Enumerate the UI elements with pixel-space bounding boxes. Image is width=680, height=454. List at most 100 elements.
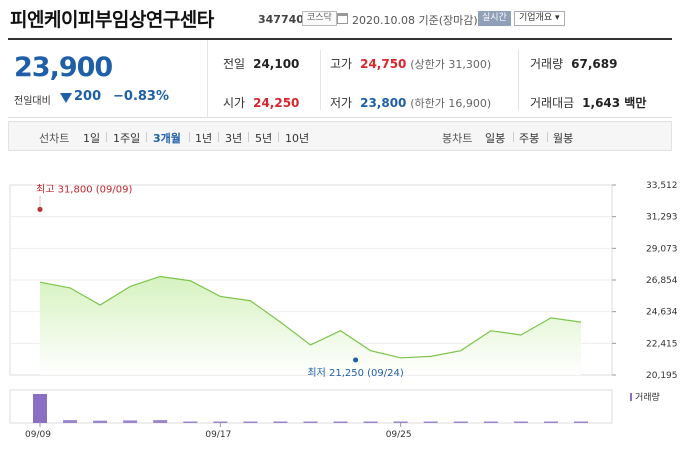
volume-bar xyxy=(423,421,438,423)
high-cell: 고가 24,750 (상한가 31,300) xyxy=(330,55,491,72)
chart-annotations: 최고 31,800 (09/09) 최저 21,250 (09/24) xyxy=(36,183,404,379)
prev-close-cell: 전일 24,100 xyxy=(223,55,299,72)
prev-close-value: 24,100 xyxy=(253,57,300,71)
lower-limit: (하한가 16,900) xyxy=(410,97,492,110)
volume-bar xyxy=(543,421,558,423)
company-info-button[interactable]: 기업개요 ▾ xyxy=(514,11,565,26)
upper-limit: (상한가 31,300) xyxy=(410,58,492,71)
divider xyxy=(218,132,219,142)
quote-panel: 23,900 전일대비 200 −0.83% 전일 24,100 고가 24,750… xyxy=(8,38,672,118)
stock-header: 피엔케이피부임상연구센타 347740 코스닥 2020.10.08 기준(장마… xyxy=(0,0,680,34)
line-chart-label: 선차트 xyxy=(39,132,70,145)
price-change-pct: −0.83% xyxy=(113,89,169,104)
tab-period-5y[interactable]: 5년 xyxy=(255,132,273,145)
price-line xyxy=(39,275,582,359)
volume-bars: 거래량 xyxy=(33,391,660,423)
tab-period-3y[interactable]: 3년 xyxy=(225,132,243,145)
down-triangle-icon xyxy=(60,93,72,103)
chart-grid xyxy=(9,184,613,424)
volume-legend-swatch xyxy=(630,393,632,401)
volume-plot-frame xyxy=(9,389,613,424)
price-chart: 33,512 31,293 29,073 26,854 24,634 22,415 20,1… xyxy=(9,181,678,440)
volume-bar xyxy=(243,421,258,423)
high-label: 고가 xyxy=(330,57,353,71)
low-marker xyxy=(353,357,359,363)
volume-cell: 거래량 67,689 xyxy=(530,55,617,72)
volume-bar xyxy=(123,420,138,423)
divider xyxy=(189,132,190,142)
divider xyxy=(547,132,548,142)
x-axis: 09/09 09/17 09/25 xyxy=(25,423,412,440)
open-label: 시가 xyxy=(223,96,246,110)
divider xyxy=(106,132,107,142)
volume-bar xyxy=(273,421,288,423)
divider xyxy=(146,132,147,142)
tab-period-1y[interactable]: 1년 xyxy=(195,132,213,145)
price-summary: 23,900 전일대비 200 −0.83% xyxy=(8,40,208,118)
divider xyxy=(248,132,249,142)
volume-bar xyxy=(33,394,47,423)
y-tick-label: 20,195 xyxy=(646,371,678,381)
low-value: 23,800 xyxy=(360,96,407,110)
x-tick-label: 09/17 xyxy=(205,430,231,440)
volume-bar xyxy=(183,421,198,423)
volume-bar xyxy=(213,421,228,423)
amount-cell: 거래대금 1,643 백만 xyxy=(530,94,646,111)
volume-legend-label: 거래량 xyxy=(635,391,660,403)
divider xyxy=(320,50,321,110)
current-price: 23,900 xyxy=(14,52,113,83)
volume-bar xyxy=(153,420,168,423)
volume-bar xyxy=(333,421,348,423)
divider xyxy=(278,132,279,142)
volume-bar xyxy=(93,420,108,423)
open-cell: 시가 24,250 xyxy=(223,94,299,111)
y-tick-label: 24,634 xyxy=(646,308,678,318)
volume-label: 거래량 xyxy=(530,57,564,71)
volume-bar xyxy=(483,421,498,423)
divider xyxy=(513,132,514,142)
volume-bar xyxy=(453,421,468,423)
realtime-button[interactable]: 실시간 xyxy=(478,11,511,26)
market-badge: 코스닥 xyxy=(302,11,337,26)
volume-value: 67,689 xyxy=(571,57,618,71)
tab-candle-weekly[interactable]: 주봉 xyxy=(519,132,540,145)
price-area xyxy=(40,276,581,375)
candle-chart-label: 봉차트 xyxy=(442,132,473,145)
calendar-icon xyxy=(337,13,348,24)
y-tick-label: 26,854 xyxy=(646,276,678,286)
price-change: 200 xyxy=(74,89,102,104)
high-annotation: 최고 31,800 (09/09) xyxy=(36,183,132,195)
quote-date: 2020.10.08 기준(장마감) xyxy=(352,14,478,27)
tab-candle-monthly[interactable]: 월봉 xyxy=(553,132,574,145)
low-cell: 저가 23,800 (하한가 16,900) xyxy=(330,94,491,111)
stock-name: 피엔케이피부임상연구센타 xyxy=(10,9,214,31)
volume-bar xyxy=(363,421,378,423)
y-axis: 33,512 31,293 29,073 26,854 24,634 22,415 20,1… xyxy=(612,181,678,381)
low-annotation: 최저 21,250 (09/24) xyxy=(307,367,403,379)
low-label: 저가 xyxy=(330,96,353,110)
divider xyxy=(518,50,519,110)
volume-bar xyxy=(63,420,78,423)
tab-candle-daily[interactable]: 일봉 xyxy=(485,132,506,145)
tab-period-1d[interactable]: 1일 xyxy=(83,132,101,145)
y-tick-label: 29,073 xyxy=(646,244,678,254)
amount-label: 거래대금 xyxy=(530,96,575,110)
volume-bar xyxy=(513,421,528,423)
x-tick-label: 09/25 xyxy=(386,430,412,440)
change-label: 전일대비 xyxy=(14,96,51,107)
high-value: 24,750 xyxy=(360,57,407,71)
stock-code: 347740 xyxy=(258,13,304,26)
tab-period-1w[interactable]: 1주일 xyxy=(113,132,141,145)
volume-bar xyxy=(574,421,588,423)
volume-bar xyxy=(393,421,408,423)
x-tick-label: 09/09 xyxy=(25,430,51,440)
amount-value: 1,643 백만 xyxy=(582,96,647,110)
chart-period-tabs: 선차트 1일 1주일 3개월 1년 3년 5년 10년 봉차트 일봉 주봉 월봉 xyxy=(8,121,672,151)
y-tick-label: 31,293 xyxy=(646,213,678,223)
prev-close-label: 전일 xyxy=(223,57,246,71)
open-value: 24,250 xyxy=(253,96,300,110)
y-tick-label: 22,415 xyxy=(646,339,678,349)
volume-bar xyxy=(303,421,318,423)
tab-period-10y[interactable]: 10년 xyxy=(285,132,310,145)
tab-period-3m[interactable]: 3개월 xyxy=(153,132,181,145)
